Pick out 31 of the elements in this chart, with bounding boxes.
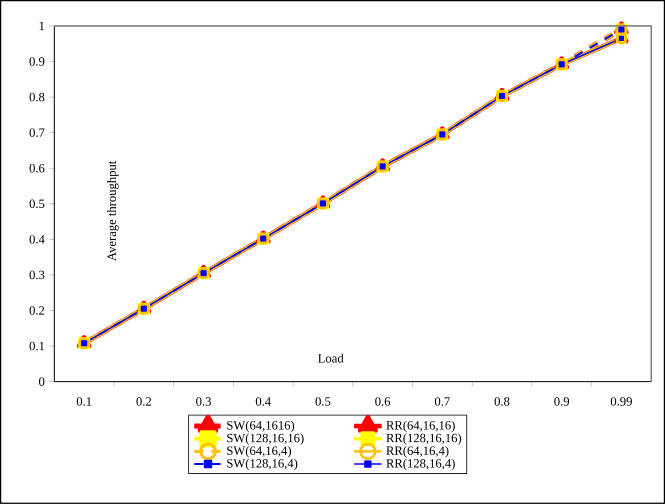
x-tick-label: 0.3 (196, 397, 211, 406)
y-tick-label: 1 (40, 22, 44, 30)
y-tick-label: 0.7 (30, 128, 44, 137)
legend-label: RR(128,16,16) (386, 433, 462, 445)
x-tick-label: 0.2 (136, 397, 152, 406)
legend-label: SW(128,16,16) (227, 433, 304, 445)
y-tick-label: 0 (39, 377, 44, 386)
x-axis-title: Load (318, 354, 344, 363)
y-tick-label: 0.1 (30, 342, 44, 350)
y-tick-label: 0.2 (30, 306, 44, 315)
x-tick-label: 0.4 (256, 397, 271, 406)
y-tick-label: 0.3 (30, 270, 44, 280)
legend-label: SW(128,16,4) (227, 458, 298, 470)
y-tick-label: 0.5 (30, 200, 44, 208)
x-tick-label: 0.1 (76, 397, 92, 406)
y-tick-label: 0.4 (30, 235, 45, 244)
legend-label: RR(64,16,4) (386, 446, 448, 458)
x-tick-label: 0.8 (494, 397, 510, 406)
y-axis-title: Average throughput (107, 160, 119, 262)
x-tick-label: 0.7 (434, 397, 450, 406)
y-tick-label: 0.9 (30, 57, 44, 66)
x-tick-label: 0.6 (375, 397, 390, 406)
x-tick-label: 0.99 (610, 397, 632, 406)
legend-label: SW(64,16,4) (227, 446, 291, 458)
y-tick-label: 0.8 (30, 92, 44, 102)
y-tick-label: 0.6 (30, 164, 44, 173)
x-tick-label: 0.5 (316, 397, 330, 406)
legend-label: RR(64,16,16) (386, 420, 455, 432)
legend-label: RR(128,16,4) (386, 458, 455, 470)
x-tick-label: 0.9 (554, 397, 570, 406)
legend-label: SW(64,1616) (227, 420, 294, 432)
